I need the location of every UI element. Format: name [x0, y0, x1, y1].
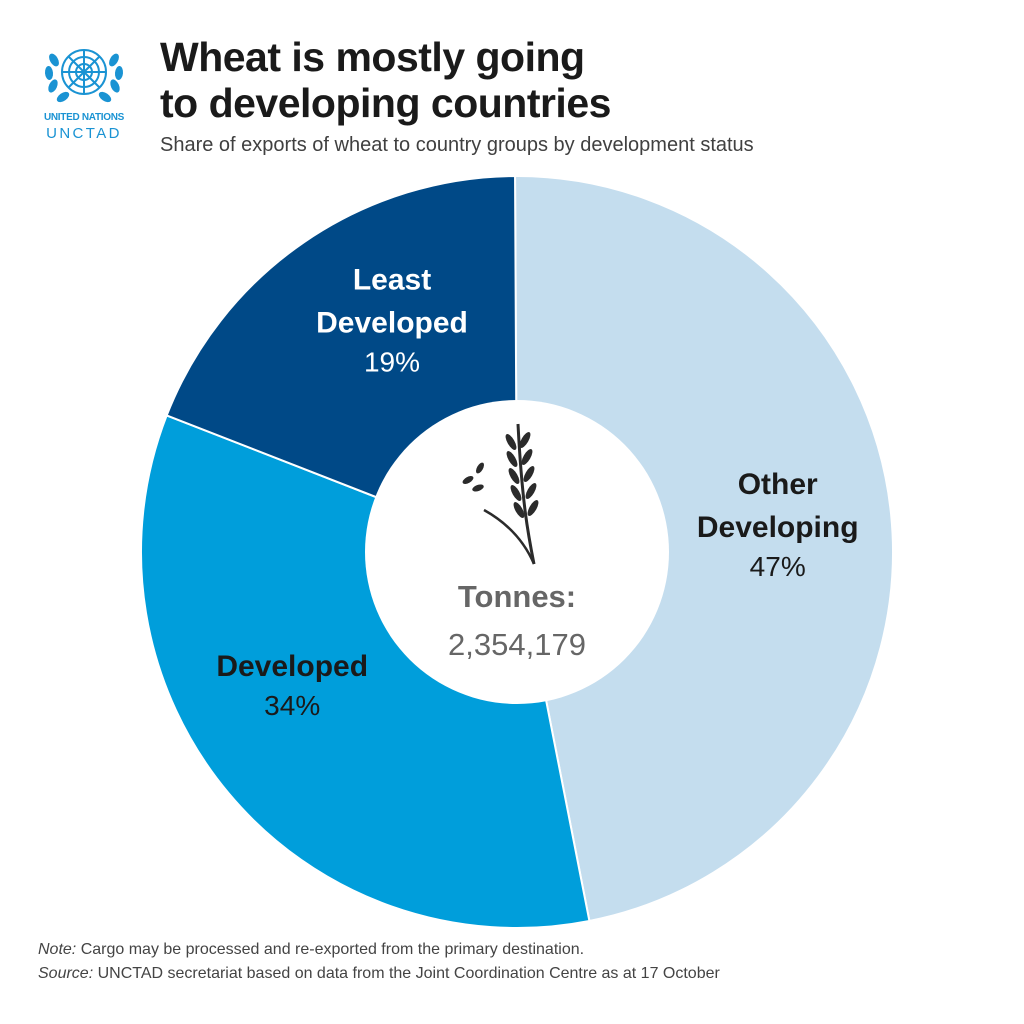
footnotes: Note: Cargo may be processed and re-expo… [38, 938, 720, 986]
chart-subtitle: Share of exports of wheat to country gro… [160, 134, 754, 156]
note-text: Cargo may be processed and re-exported f… [76, 941, 585, 958]
unctad-logo: UNITED NATIONS UNCTAD [34, 36, 134, 148]
slice-value-label: 47% [750, 551, 806, 582]
un-emblem-icon [44, 49, 124, 103]
source-line: Source: UNCTAD secretariat based on data… [38, 962, 720, 986]
source-text: UNCTAD secretariat based on data from th… [93, 965, 720, 982]
wheat-icon [462, 423, 539, 565]
chart-title: Wheat is mostly going to developing coun… [160, 34, 611, 126]
note-line: Note: Cargo may be processed and re-expo… [38, 938, 720, 962]
chart-title-line2: to developing countries [160, 80, 611, 126]
slice-label-group: Other Developing 47% Developed 34% Least Devel… [216, 264, 858, 721]
center-label: Tonnes: [458, 579, 576, 614]
slice-label: Developed [216, 650, 368, 683]
note-prefix: Note: [38, 941, 77, 958]
org-name-line1: UNITED NATIONS [43, 112, 125, 123]
org-name-line2: UNCTAD [46, 125, 122, 142]
slice-label: Developing [697, 511, 859, 544]
source-prefix: Source: [38, 965, 94, 982]
slice-label: Other [738, 468, 818, 501]
slice-label: Least [353, 264, 431, 297]
center-value: 2,354,179 [448, 627, 586, 662]
slice-value-label: 34% [264, 690, 320, 721]
pie-slice [514, 175, 894, 923]
donut-hole [365, 400, 669, 704]
slice-value-label: 19% [364, 347, 420, 378]
slice-label: Developed [316, 307, 468, 340]
chart-title-line1: Wheat is mostly going [160, 34, 585, 80]
